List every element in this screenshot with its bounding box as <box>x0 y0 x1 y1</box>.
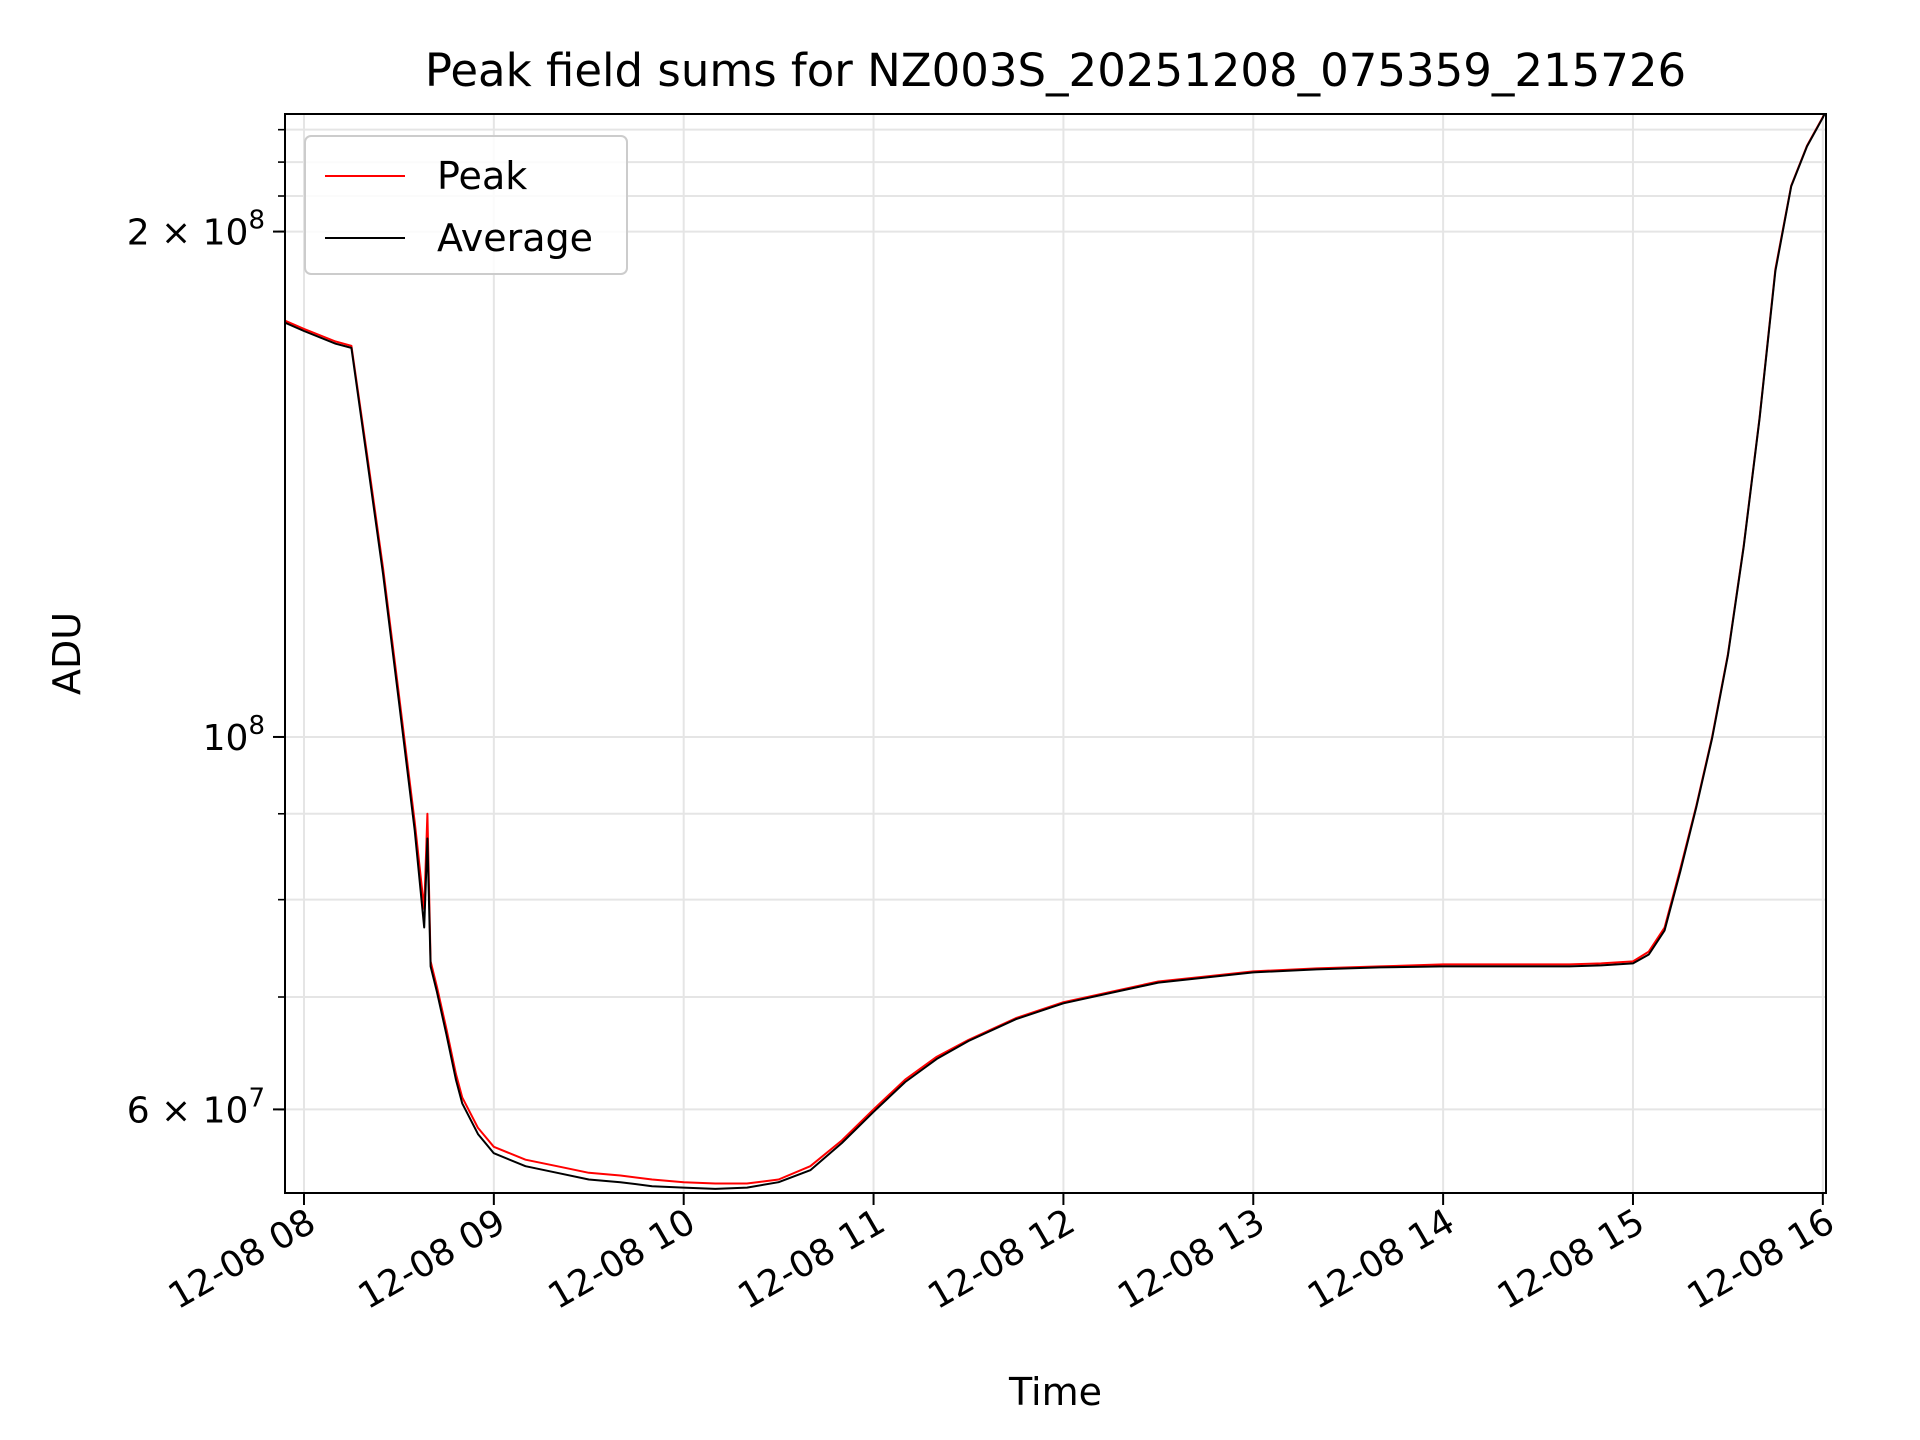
series-layer <box>285 114 1826 1190</box>
grid <box>285 114 1826 1193</box>
plot-frame <box>284 113 1827 1194</box>
legend-label: Average <box>437 216 593 260</box>
y-axis-label: ADU <box>45 612 89 695</box>
legend: Peak Average <box>304 135 628 275</box>
series-line-average <box>285 114 1826 1190</box>
x-axis-label: Time <box>1008 1370 1102 1414</box>
y-axis: 6 × 107 108 2 × 108 <box>127 128 285 1131</box>
legend-label: Peak <box>437 154 527 198</box>
legend-box <box>304 135 628 275</box>
y-tick-label: 2 × 108 <box>127 206 265 254</box>
y-tick-label: 6 × 107 <box>127 1083 265 1131</box>
chart-title: Peak field sums for NZ003S_20251208_0753… <box>425 44 1686 97</box>
y-tick-label: 108 <box>203 711 265 759</box>
